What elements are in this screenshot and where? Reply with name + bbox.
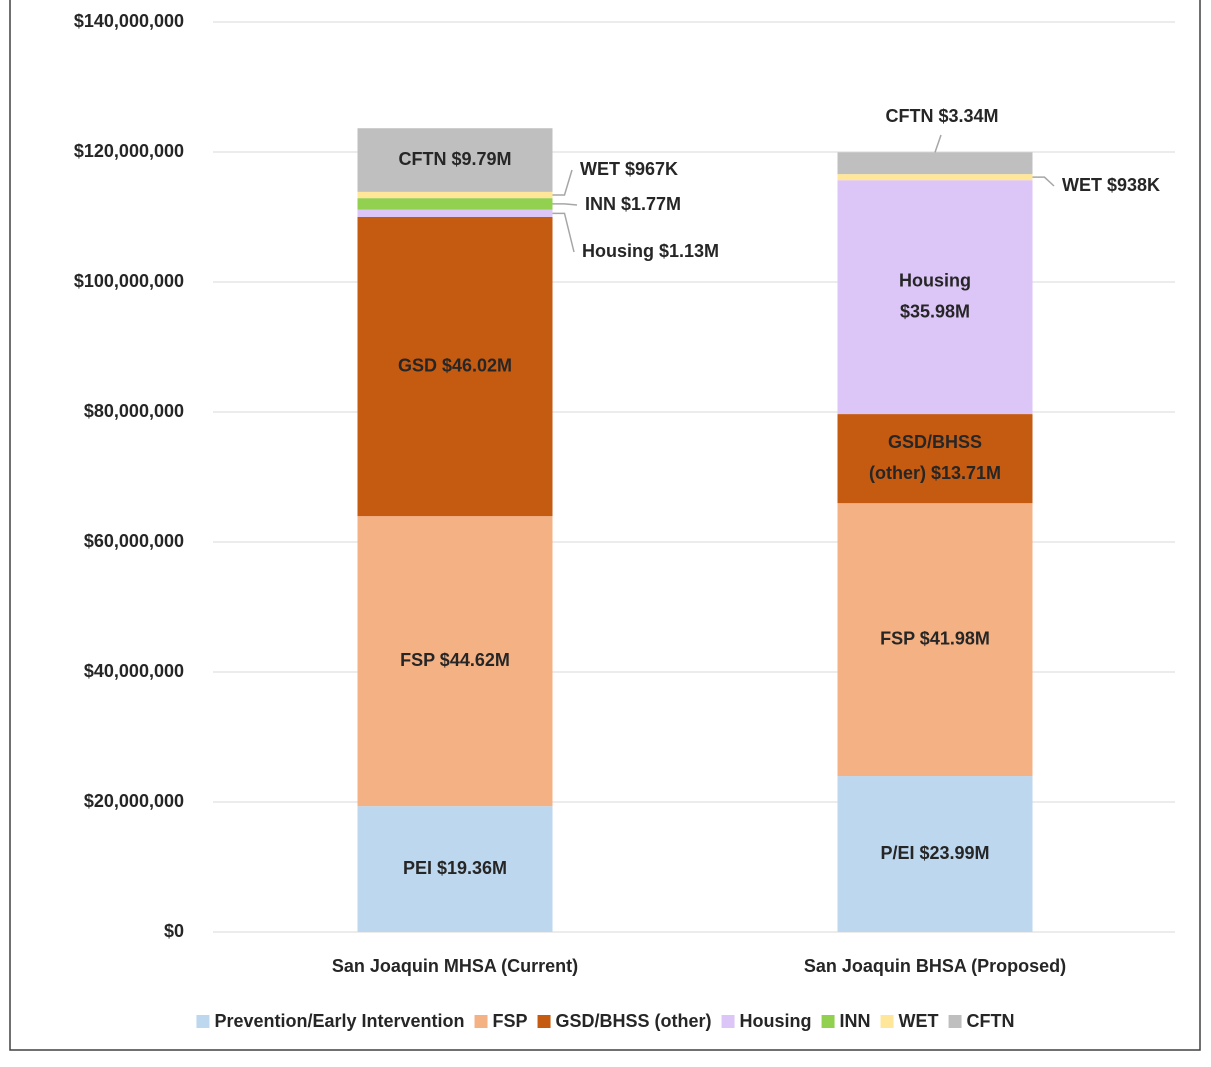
bar-segment bbox=[837, 503, 1033, 777]
data-label: CFTN $9.79M bbox=[398, 149, 511, 169]
bar-segment bbox=[357, 191, 553, 199]
y-tick-label: $60,000,000 bbox=[84, 531, 184, 551]
legend-label: WET bbox=[899, 1011, 939, 1031]
data-label: FSP $44.62M bbox=[400, 650, 510, 670]
leader-line bbox=[934, 134, 942, 153]
leader-line bbox=[552, 169, 573, 196]
legend: Prevention/Early Intervention FSP GSD/BHSS… bbox=[196, 1011, 1015, 1031]
legend-label: Housing bbox=[740, 1011, 812, 1031]
bar-segment bbox=[837, 174, 1033, 181]
data-label: Housing $35.98M bbox=[899, 270, 971, 321]
leader-line bbox=[552, 212, 575, 253]
legend-swatch bbox=[196, 1015, 210, 1028]
y-tick-label: $140,000,000 bbox=[74, 11, 184, 31]
bar-segment bbox=[357, 217, 553, 517]
legend-label: Prevention/Early Intervention bbox=[214, 1011, 464, 1031]
leader-line bbox=[552, 203, 578, 206]
bar-segment bbox=[837, 414, 1033, 504]
data-label: WET $967K bbox=[580, 159, 678, 179]
y-tick-label: $40,000,000 bbox=[84, 661, 184, 681]
x-tick-label: San Joaquin BHSA (Proposed) bbox=[804, 956, 1066, 976]
legend-swatch bbox=[948, 1015, 962, 1028]
bar-segment bbox=[357, 209, 553, 217]
bar-segment bbox=[357, 198, 553, 210]
legend-label: FSP bbox=[493, 1011, 528, 1031]
bar-segment bbox=[837, 180, 1033, 415]
legend-label: GSD/BHSS (other) bbox=[556, 1011, 712, 1031]
legend-swatch bbox=[537, 1015, 551, 1028]
legend-swatch bbox=[821, 1015, 835, 1028]
legend-swatch bbox=[721, 1015, 735, 1028]
bar-segment bbox=[357, 128, 553, 192]
legend-label: INN bbox=[840, 1011, 871, 1031]
y-tick-label: $100,000,000 bbox=[74, 271, 184, 291]
bar-segment bbox=[357, 806, 553, 932]
x-tick-label: San Joaquin MHSA (Current) bbox=[332, 956, 578, 976]
data-label: GSD/BHSS (other) $13.71M bbox=[869, 432, 1001, 483]
data-label: INN $1.77M bbox=[585, 194, 681, 214]
data-label: CFTN $3.34M bbox=[885, 106, 998, 126]
data-label: P/EI $23.99M bbox=[880, 843, 989, 863]
bar-segment bbox=[837, 152, 1033, 175]
y-tick-label: $20,000,000 bbox=[84, 791, 184, 811]
bar-segment bbox=[357, 516, 553, 807]
data-label: WET $938K bbox=[1062, 175, 1160, 195]
y-tick-label: $120,000,000 bbox=[74, 141, 184, 161]
bar-segment bbox=[837, 776, 1033, 932]
y-tick-label: $80,000,000 bbox=[84, 401, 184, 421]
data-label: FSP $41.98M bbox=[880, 628, 990, 648]
legend-swatch bbox=[880, 1015, 894, 1028]
data-label: GSD $46.02M bbox=[398, 355, 512, 375]
legend-label: CFTN bbox=[967, 1011, 1015, 1031]
legend-swatch bbox=[474, 1015, 488, 1028]
data-label: PEI $19.36M bbox=[403, 858, 507, 878]
y-tick-label: $0 bbox=[164, 921, 184, 941]
leader-line bbox=[1032, 176, 1055, 187]
data-label: Housing $1.13M bbox=[582, 241, 719, 261]
